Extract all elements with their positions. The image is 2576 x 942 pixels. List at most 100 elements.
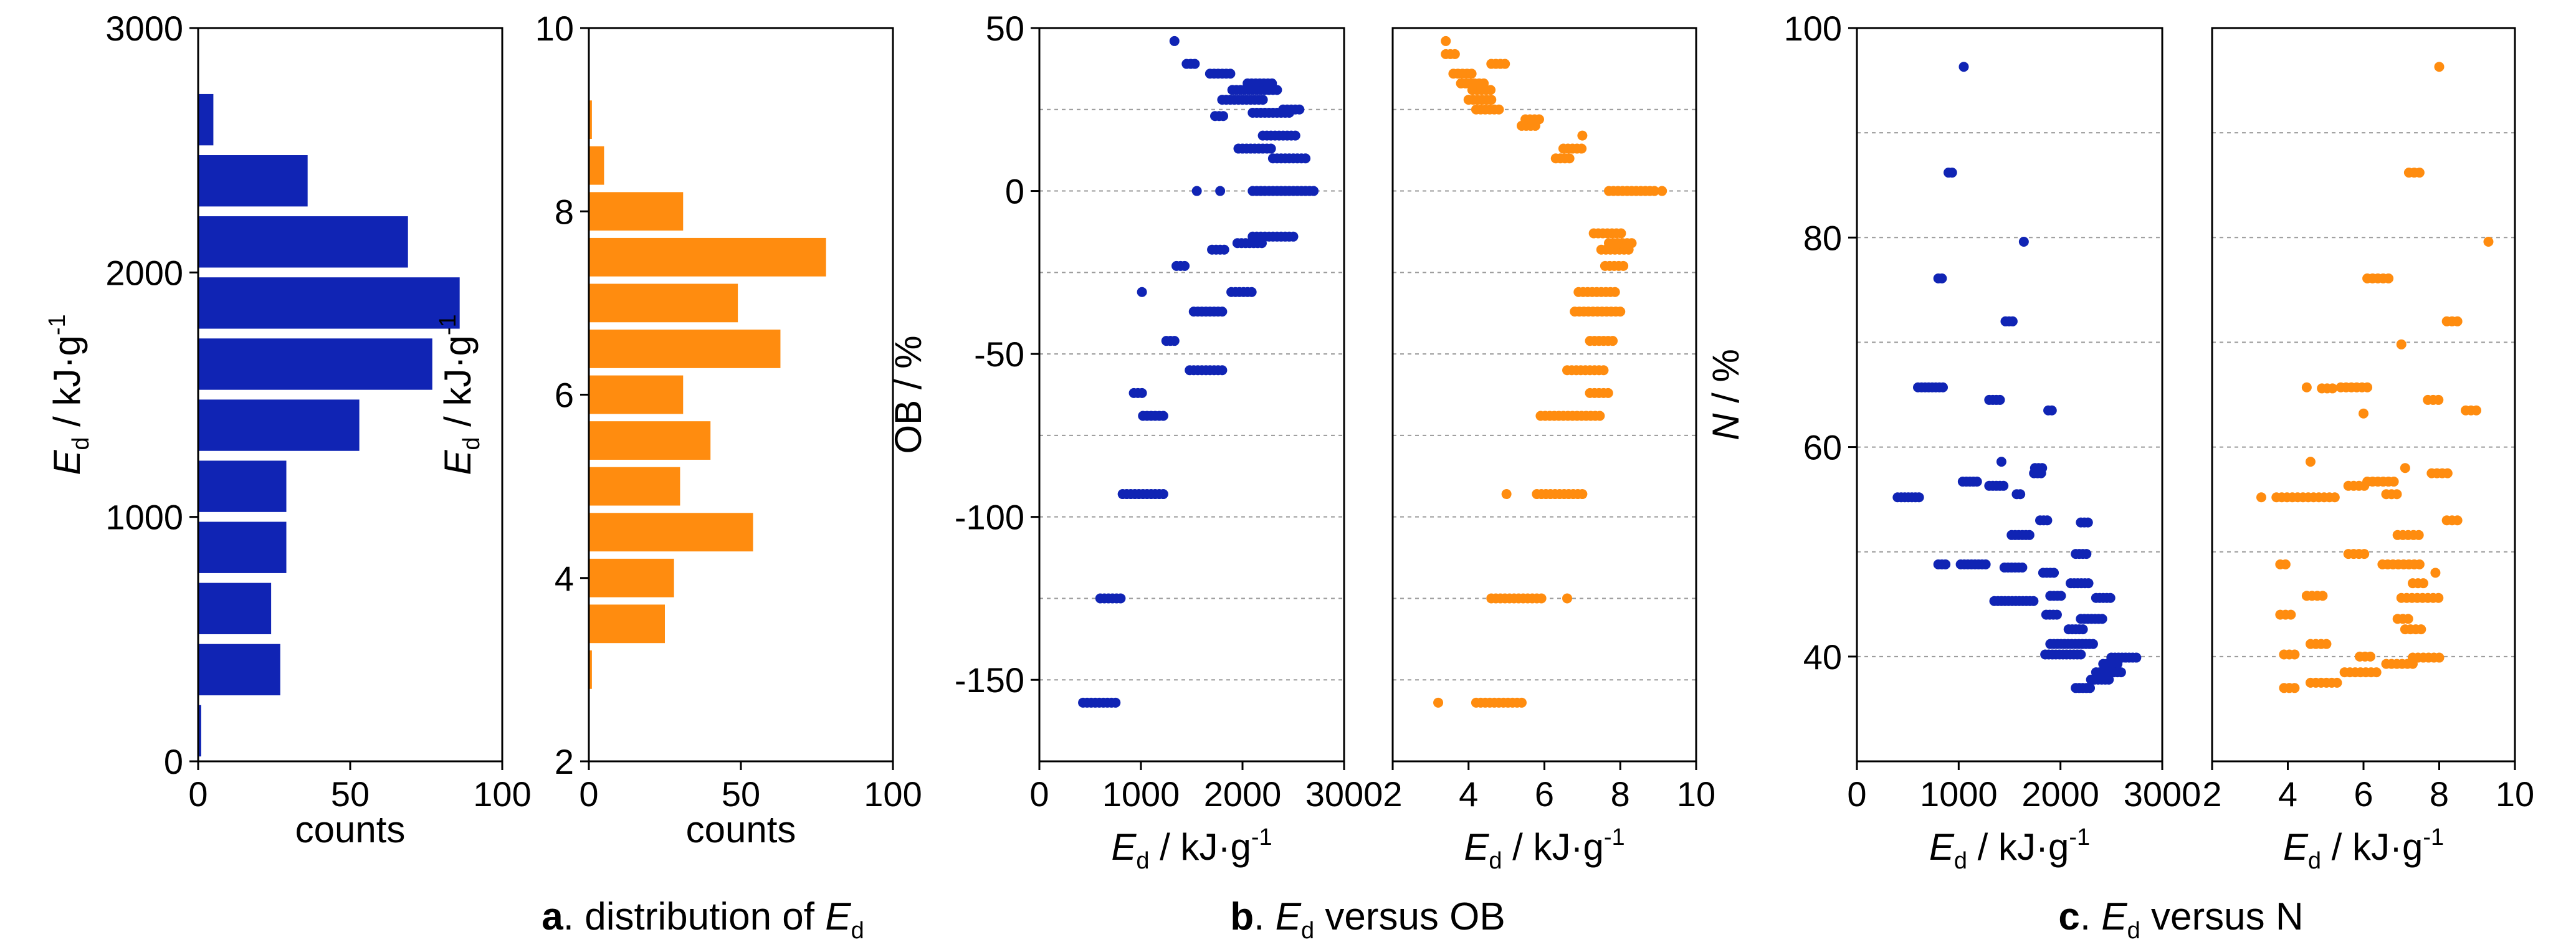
label-part: / kJ·g [1502,826,1604,868]
y-tick-label: 1000 [105,498,183,537]
data-point [1626,238,1637,249]
data-point [1191,186,1202,196]
label-part: d [1489,848,1502,874]
data-point [1266,143,1276,154]
x-tick-label: 100 [473,774,531,814]
data-point [2301,382,2312,392]
data-point [1500,59,1510,69]
label-part: N [1705,413,1747,440]
y-tick-label: 40 [1803,637,1842,677]
x-tick-label: 4 [1459,774,1478,814]
data-point [2017,562,2028,573]
data-point [2413,530,2424,540]
data-point [1649,186,1660,196]
bar [198,399,360,451]
data-point [2116,667,2126,678]
x-tick-label: 0 [1029,774,1049,814]
data-point [2289,683,2300,693]
bar [589,421,711,460]
label-part: -1 [1604,824,1625,850]
data-point [1657,186,1667,196]
x-tick-label: 6 [1535,774,1554,814]
data-point [1595,411,1605,421]
data-point [1288,231,1299,242]
bar [589,467,680,506]
data-point [1564,153,1575,164]
data-point [2305,457,2316,467]
data-point [2097,614,2107,624]
data-point [2414,168,2425,178]
x-tick-label: 0 [579,774,598,814]
x-tick-label: 2000 [2021,774,2099,814]
label-part: . [2080,895,2101,938]
data-point [2388,477,2399,487]
x-tick-label: 0 [188,774,208,814]
data-point [1169,36,1180,46]
label-part: d [1301,918,1314,942]
data-point [2131,652,2142,663]
label-part: versus OB [1314,895,1505,938]
bar [198,155,308,207]
y-tick-label: 0 [164,742,183,781]
panel-b1: 0 1000 2000 3000 -150 -100 -50 0 50 Ed / kJ·g-1 OB… [887,9,1383,874]
x-tick-label: 10 [2496,774,2534,814]
label-part: E [1929,826,1955,868]
data-point [2317,591,2328,601]
x-tick-label: 100 [864,774,922,814]
label-part: E [1276,895,1302,938]
data-point [1608,336,1618,346]
y-tick-label: -150 [955,660,1024,700]
bar [198,277,460,329]
data-point [2028,596,2039,606]
label-part: . distribution of [563,895,825,938]
x-tick-label: 3000 [1305,774,1383,814]
data-point [2400,463,2410,473]
data-point [1190,59,1200,69]
label-part: a [541,895,563,938]
data-point [1615,307,1626,317]
x-tick-label: 6 [2354,774,2373,814]
data-point [2434,62,2445,72]
bar [589,604,665,644]
data-point [1603,388,1613,398]
data-point [2396,339,2407,350]
data-point [1610,287,1620,297]
data-point [2418,578,2428,589]
data-point [1486,85,1496,95]
axis-label: counts [686,809,796,850]
data-point [2359,549,2370,559]
data-point [1618,260,1629,271]
label-part: / kJ·g [1150,826,1251,868]
x-tick-label: 10 [1677,774,1715,814]
label-part: -1 [2069,824,2090,850]
label-part: E [1464,826,1489,868]
axis-label: counts [295,809,406,850]
data-point [2256,492,2266,503]
data-point [2430,568,2441,578]
bar [589,330,781,368]
data-point [1534,114,1544,125]
y-tick-label: 100 [1784,9,1842,48]
label-part: E [2283,826,2309,868]
data-point [2076,649,2086,660]
data-point [2371,667,2382,678]
x-tick-label: 1000 [1920,774,1998,814]
data-point [2015,489,2026,500]
data-point [1494,104,1504,115]
y-tick-label: 2 [555,742,574,781]
y-tick-label: 3000 [105,9,183,48]
label-part: versus N [2140,895,2304,938]
data-point [2359,480,2370,491]
bar [198,644,280,696]
label-part: d [851,918,864,942]
axis-label: Ed / kJ·g-1 [1464,824,1624,874]
label-part: d [459,437,485,450]
label-part: d [1954,848,1967,874]
data-point [2392,489,2402,500]
label-part: -1 [435,314,461,335]
y-tick-label: 10 [535,9,574,48]
label-part: d [2127,918,2140,942]
label-part: -1 [2423,824,2444,850]
bar [198,460,287,512]
data-point [1516,697,1527,708]
